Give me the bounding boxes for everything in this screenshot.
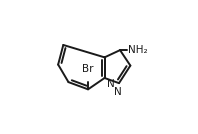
Text: N: N xyxy=(114,87,122,97)
Text: N: N xyxy=(107,79,115,89)
Text: NH₂: NH₂ xyxy=(128,45,148,55)
Text: Br: Br xyxy=(82,64,94,74)
